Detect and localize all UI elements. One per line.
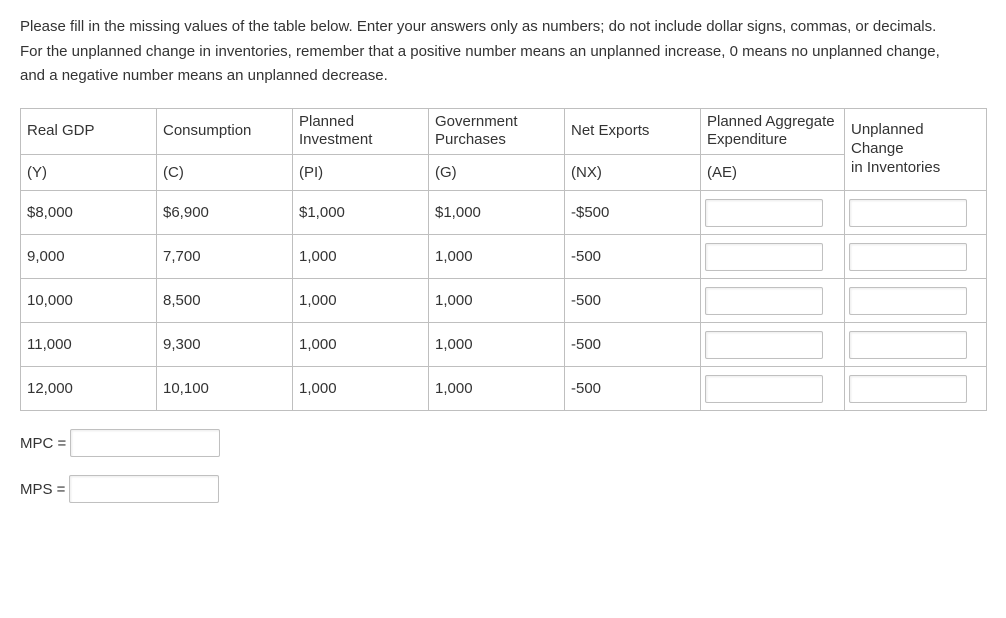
cell-nx: -500: [565, 279, 701, 323]
header-planned-ae: Planned Aggregate Expenditure: [701, 108, 845, 155]
uc-input-row-5[interactable]: [849, 375, 967, 403]
cell-pi: 1,000: [293, 235, 429, 279]
header-net-exports: Net Exports: [565, 108, 701, 155]
cell-nx: -500: [565, 235, 701, 279]
cell-pi: $1,000: [293, 191, 429, 235]
mps-row: MPS =: [20, 475, 986, 503]
cell-g: $1,000: [429, 191, 565, 235]
header-y-symbol: (Y): [21, 155, 157, 191]
ae-input-row-4[interactable]: [705, 331, 823, 359]
mpc-label: MPC =: [20, 435, 66, 452]
instruction-line-1: Please fill in the missing values of the…: [20, 16, 986, 39]
table-row: 11,000 9,300 1,000 1,000 -500: [21, 323, 987, 367]
cell-g: 1,000: [429, 367, 565, 411]
ae-input-row-1[interactable]: [705, 199, 823, 227]
cell-c: 9,300: [157, 323, 293, 367]
uc-input-row-3[interactable]: [849, 287, 967, 315]
cell-c: 8,500: [157, 279, 293, 323]
instruction-line-3: and a negative number means an unplanned…: [20, 65, 986, 88]
table-row: 9,000 7,700 1,000 1,000 -500: [21, 235, 987, 279]
cell-ae-input: [701, 191, 845, 235]
header-g-symbol: (G): [429, 155, 565, 191]
header-consumption: Consumption: [157, 108, 293, 155]
header-unplanned-change: Unplanned Change in Inventories: [845, 108, 987, 191]
instructions-block: Please fill in the missing values of the…: [20, 16, 986, 88]
gdp-table: Real GDP Consumption Planned Investment …: [20, 108, 987, 412]
header-real-gdp: Real GDP: [21, 108, 157, 155]
cell-pi: 1,000: [293, 279, 429, 323]
uc-input-row-4[interactable]: [849, 331, 967, 359]
cell-uc-input: [845, 323, 987, 367]
mpc-row: MPC =: [20, 429, 986, 457]
header-c-symbol: (C): [157, 155, 293, 191]
mps-input[interactable]: [69, 475, 219, 503]
cell-pi: 1,000: [293, 367, 429, 411]
header-government-purchases: Government Purchases: [429, 108, 565, 155]
cell-y: $8,000: [21, 191, 157, 235]
cell-g: 1,000: [429, 279, 565, 323]
cell-g: 1,000: [429, 235, 565, 279]
cell-c: 7,700: [157, 235, 293, 279]
cell-nx: -500: [565, 367, 701, 411]
ae-input-row-3[interactable]: [705, 287, 823, 315]
cell-ae-input: [701, 323, 845, 367]
cell-y: 11,000: [21, 323, 157, 367]
header-ae-symbol: (AE): [701, 155, 845, 191]
header-nx-symbol: (NX): [565, 155, 701, 191]
cell-ae-input: [701, 367, 845, 411]
cell-nx: -500: [565, 323, 701, 367]
cell-uc-input: [845, 191, 987, 235]
cell-uc-input: [845, 367, 987, 411]
ae-input-row-2[interactable]: [705, 243, 823, 271]
cell-uc-input: [845, 235, 987, 279]
table-row: 12,000 10,100 1,000 1,000 -500: [21, 367, 987, 411]
cell-y: 12,000: [21, 367, 157, 411]
cell-c: 10,100: [157, 367, 293, 411]
cell-pi: 1,000: [293, 323, 429, 367]
table-row: 10,000 8,500 1,000 1,000 -500: [21, 279, 987, 323]
mpc-input[interactable]: [70, 429, 220, 457]
cell-c: $6,900: [157, 191, 293, 235]
table-row: $8,000 $6,900 $1,000 $1,000 -$500: [21, 191, 987, 235]
uc-input-row-2[interactable]: [849, 243, 967, 271]
header-pi-symbol: (PI): [293, 155, 429, 191]
cell-y: 9,000: [21, 235, 157, 279]
cell-y: 10,000: [21, 279, 157, 323]
cell-uc-input: [845, 279, 987, 323]
uc-input-row-1[interactable]: [849, 199, 967, 227]
header-planned-investment: Planned Investment: [293, 108, 429, 155]
cell-ae-input: [701, 279, 845, 323]
instruction-line-2: For the unplanned change in inventories,…: [20, 41, 986, 64]
cell-g: 1,000: [429, 323, 565, 367]
cell-nx: -$500: [565, 191, 701, 235]
ae-input-row-5[interactable]: [705, 375, 823, 403]
mps-label: MPS =: [20, 481, 65, 498]
cell-ae-input: [701, 235, 845, 279]
